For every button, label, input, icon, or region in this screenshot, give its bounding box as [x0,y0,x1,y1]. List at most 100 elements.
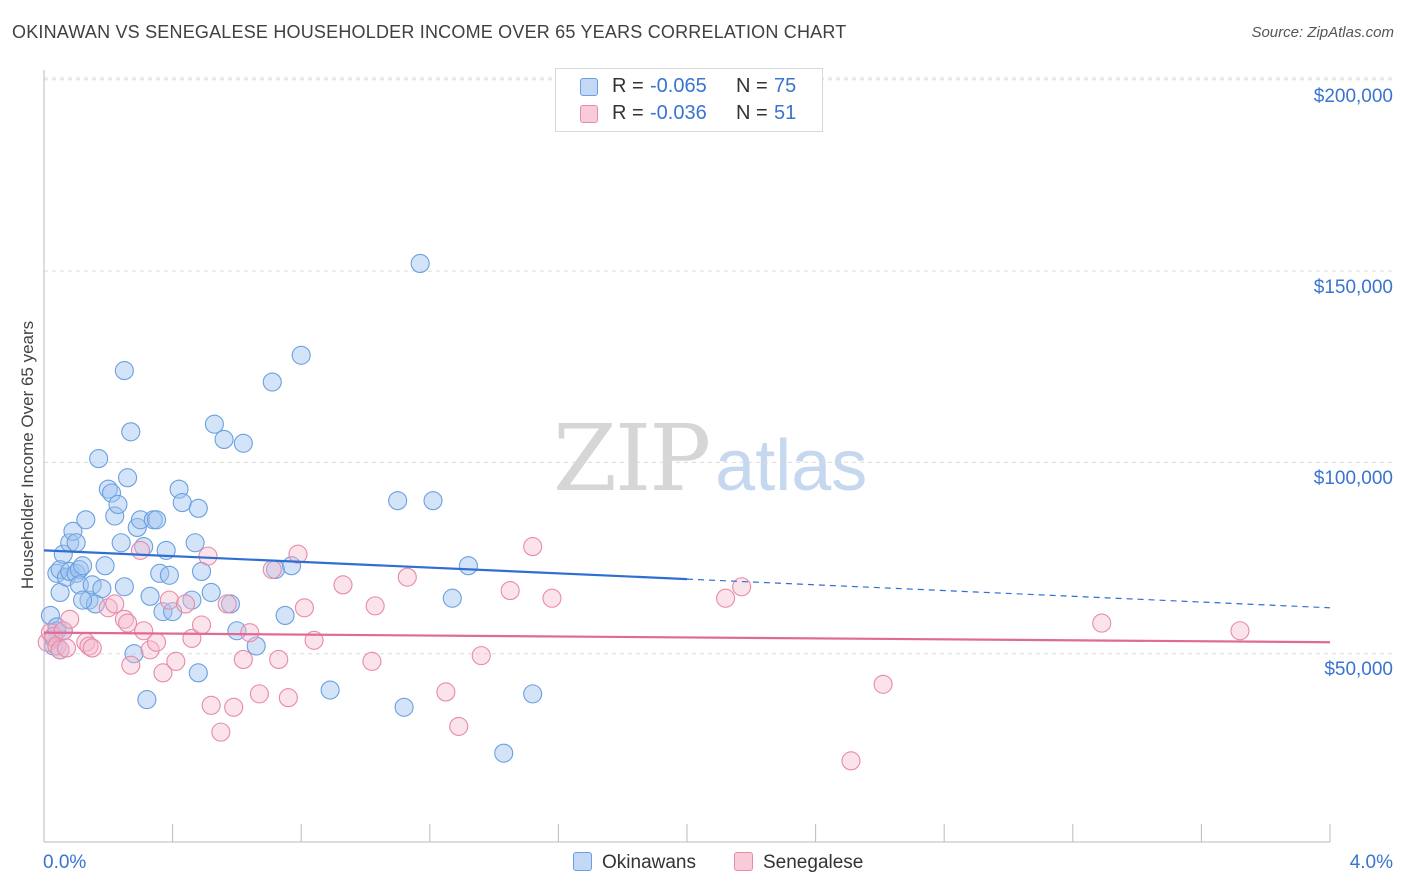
legend-r-value: -0.065 [650,75,707,97]
senegalese-point [365,596,385,616]
legend-n-label: N = [736,75,768,97]
senegalese-point [175,594,196,614]
okinawans-point [60,561,80,581]
senegalese-point [397,567,417,587]
senegalese-point [333,575,353,595]
senegalese-point [224,697,244,717]
watermark-zip: ZIP [553,405,711,512]
okinawans-point [108,494,128,515]
okinawans-point [92,579,112,599]
legend-swatch-blue [580,78,598,96]
senegalese-point [60,609,80,629]
senegalese-point [50,640,70,660]
senegalese-point [233,649,253,669]
okinawans-point [127,517,147,537]
okinawans-point [233,433,253,453]
senegalese-point [1092,613,1112,633]
okinawans-point [523,684,543,704]
okinawans-point [121,422,141,442]
okinawans-point [150,563,170,583]
watermark-atlas: atlas [715,426,868,506]
senegalese-point [841,751,861,771]
okinawans-point [159,565,179,585]
legend-n-value: 51 [774,102,797,124]
senegalese-point [198,546,218,566]
bottom-legend-label: Senegalese [763,852,864,873]
x-tick-label-right: 4.0% [1349,852,1393,873]
okinawans-point [63,521,83,541]
okinawans-point [66,563,86,583]
okinawans-point [275,605,295,625]
senegalese-point [262,559,282,580]
senegalese-point [121,655,141,675]
senegalese-point [82,638,102,658]
okinawans-point [73,556,93,576]
y-tick-label: $50,000 [1324,659,1393,680]
source-credit: Source: ZipAtlas.com [1251,24,1394,41]
senegalese-point [523,537,543,557]
senegalese-point [146,632,167,652]
senegalese-point [542,588,562,608]
legend-swatch-pink [580,105,598,123]
legend-r-value: -0.036 [650,102,707,124]
senegalese-point [134,621,154,641]
senegalese-point [191,615,212,635]
senegalese-point [304,630,324,650]
okinawans-point [172,493,192,513]
senegalese-point [211,722,231,742]
bottom-legend-okinawans: Okinawans [573,852,696,874]
okinawans-point [458,556,478,576]
okinawans-trend-line [43,549,688,581]
okinawans-point [101,483,122,503]
senegalese-point [269,649,289,669]
okinawans-point [153,602,173,622]
okinawans-point [214,429,234,449]
senegalese-point [201,695,221,715]
okinawans-point [188,663,208,683]
okinawans-point [291,345,311,365]
okinawans-point [423,491,443,511]
bottom-legend-label: Okinawans [602,852,696,873]
okinawans-point [394,697,414,717]
okinawans-point [185,533,205,553]
senegalese-point [436,682,456,702]
senegalese-point [240,623,260,643]
okinawans-point [69,559,89,580]
okinawans-point [114,577,134,597]
okinawans-point [76,510,96,530]
senegalese-point [249,684,269,704]
y-tick-label: $200,000 [1313,86,1393,107]
correlation-legend: R = -0.065 N = 75 R = -0.036 N = 51 [555,68,823,132]
okinawans-point [410,253,430,273]
x-tick-label-left: 0.0% [43,852,87,873]
okinawans-point [105,506,125,526]
watermark: ZIPatlas [553,405,867,512]
y-tick-label: $150,000 [1313,277,1393,298]
senegalese-point [500,581,520,601]
chart-title: OKINAWAN VS SENEGALESE HOUSEHOLDER INCOM… [12,22,847,42]
senegalese-point [130,540,150,560]
senegalese-point [471,646,491,666]
bottom-legend-swatch-blue [573,852,592,871]
senegalese-point [1230,621,1250,641]
okinawans-point [388,491,408,511]
senegalese-point [449,716,469,736]
okinawans-point [137,690,157,710]
senegalese-point [294,598,314,618]
okinawans-point [204,414,224,434]
okinawans-point [118,468,138,488]
senegalese-point [114,609,134,629]
senegalese-point [362,651,382,671]
legend-n-label: N = [736,102,768,124]
legend-r-label: R = [612,75,644,97]
okinawans-point [262,372,282,392]
okinawans-point [95,556,115,576]
senegalese-point [159,590,179,610]
okinawans-point [111,533,131,553]
y-tick-label: $100,000 [1313,468,1393,489]
okinawans-point [73,590,93,610]
okinawans-point [82,575,102,595]
legend-r-label: R = [612,102,644,124]
senegalese-point [217,594,237,614]
